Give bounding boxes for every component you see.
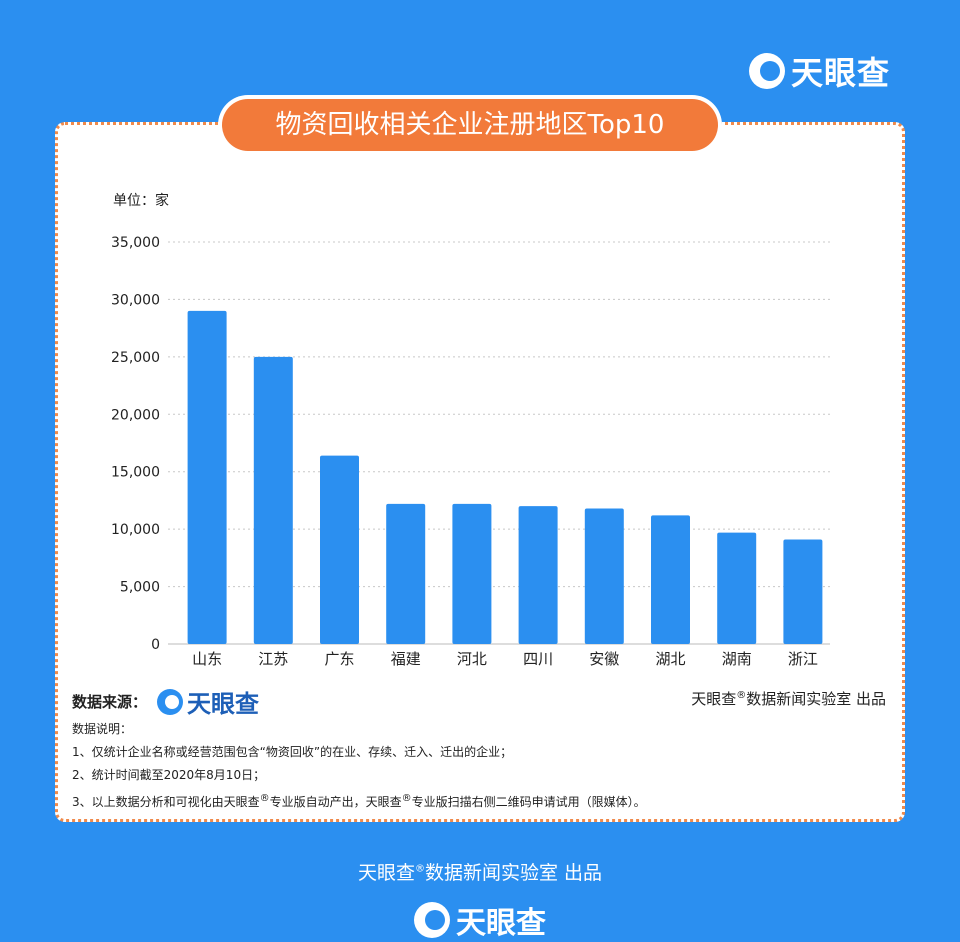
x-tick-label: 河北 <box>457 650 487 668</box>
bar-四川 <box>518 506 558 644</box>
registered-mark: ® <box>736 690 747 701</box>
y-tick-label: 25,000 <box>111 350 160 366</box>
data-notes: 数据说明： 1、仅统计企业名称或经营范围包含“物资回收”的在业、存续、迁入、迁出… <box>72 718 646 814</box>
source-brand: 天眼查 <box>157 684 259 719</box>
notes-heading: 数据说明： <box>72 722 133 736</box>
x-tick-label: 广东 <box>324 650 354 668</box>
source-brand-name: 天眼查 <box>187 690 260 718</box>
bar-湖南 <box>717 532 757 644</box>
y-tick-label: 10,000 <box>111 522 160 538</box>
x-tick-label: 安徽 <box>589 650 619 668</box>
bar-山东 <box>187 310 227 644</box>
footer-brand-name: 天眼查 <box>456 906 546 941</box>
footer-logo: 天眼查 <box>0 898 960 942</box>
tianyancha-logo-icon <box>414 902 450 938</box>
x-tick-label: 湖北 <box>655 650 685 668</box>
y-tick-label: 0 <box>151 637 160 653</box>
x-tick-label: 浙江 <box>788 650 818 668</box>
data-source: 数据来源： 天眼查 <box>72 684 259 719</box>
y-tick-label: 35,000 <box>111 235 160 251</box>
unit-label: 单位：家 <box>113 193 169 209</box>
notes-line-1: 1、仅统计企业名称或经营范围包含“物资回收”的在业、存续、迁入、迁出的企业； <box>72 745 513 759</box>
notes-line-3-part-c: 专业版扫描右侧二维码申请试用（限媒体）。 <box>411 795 646 809</box>
bar-江苏 <box>253 356 293 644</box>
bar-湖北 <box>651 515 690 644</box>
y-tick-label: 30,000 <box>111 292 160 308</box>
x-tick-label: 湖南 <box>722 650 752 668</box>
y-tick-label: 5,000 <box>120 580 160 596</box>
producer-prefix: 天眼查 <box>691 690 737 708</box>
tianyancha-logo-icon <box>157 688 184 715</box>
x-tick-label: 山东 <box>192 650 222 668</box>
producer-credit: 天眼查®数据新闻实验室 出品 <box>691 688 886 709</box>
chart-title: 物资回收相关企业注册地区Top10 <box>222 99 718 151</box>
bar-安徽 <box>584 508 624 644</box>
notes-line-3: 3、以上数据分析和可视化由天眼查®专业版自动产出，天眼查®专业版扫描右侧二维码申… <box>72 787 646 814</box>
bar-福建 <box>386 503 426 644</box>
registered-mark: ® <box>259 793 270 804</box>
notes-line-3-part-b: 专业版自动产出，天眼查 <box>269 795 402 809</box>
y-tick-label: 20,000 <box>111 407 160 423</box>
footer-prefix: 天眼查 <box>357 862 415 884</box>
brand-name-top: 天眼查 <box>790 54 890 92</box>
source-label: 数据来源： <box>72 693 148 711</box>
footer-credit: 天眼查®数据新闻实验室 出品 <box>0 858 960 885</box>
x-tick-label: 江苏 <box>258 650 288 668</box>
footer-suffix: 数据新闻实验室 出品 <box>424 862 603 884</box>
bar-广东 <box>320 455 359 644</box>
x-tick-label: 四川 <box>523 650 553 668</box>
notes-line-3-part-a: 3、以上数据分析和可视化由天眼查 <box>72 795 260 809</box>
x-tick-label: 福建 <box>391 650 421 668</box>
producer-suffix: 数据新闻实验室 出品 <box>746 690 886 708</box>
bar-河北 <box>452 503 492 644</box>
registered-mark: ® <box>401 793 412 804</box>
registered-mark: ® <box>414 863 425 875</box>
tianyancha-logo-icon <box>748 53 785 89</box>
brand-logo-top: 天眼查 <box>748 48 890 94</box>
notes-line-2: 2、统计时间截至2020年8月10日； <box>72 768 266 782</box>
bar-浙江 <box>783 539 823 644</box>
y-tick-label: 15,000 <box>111 465 160 481</box>
